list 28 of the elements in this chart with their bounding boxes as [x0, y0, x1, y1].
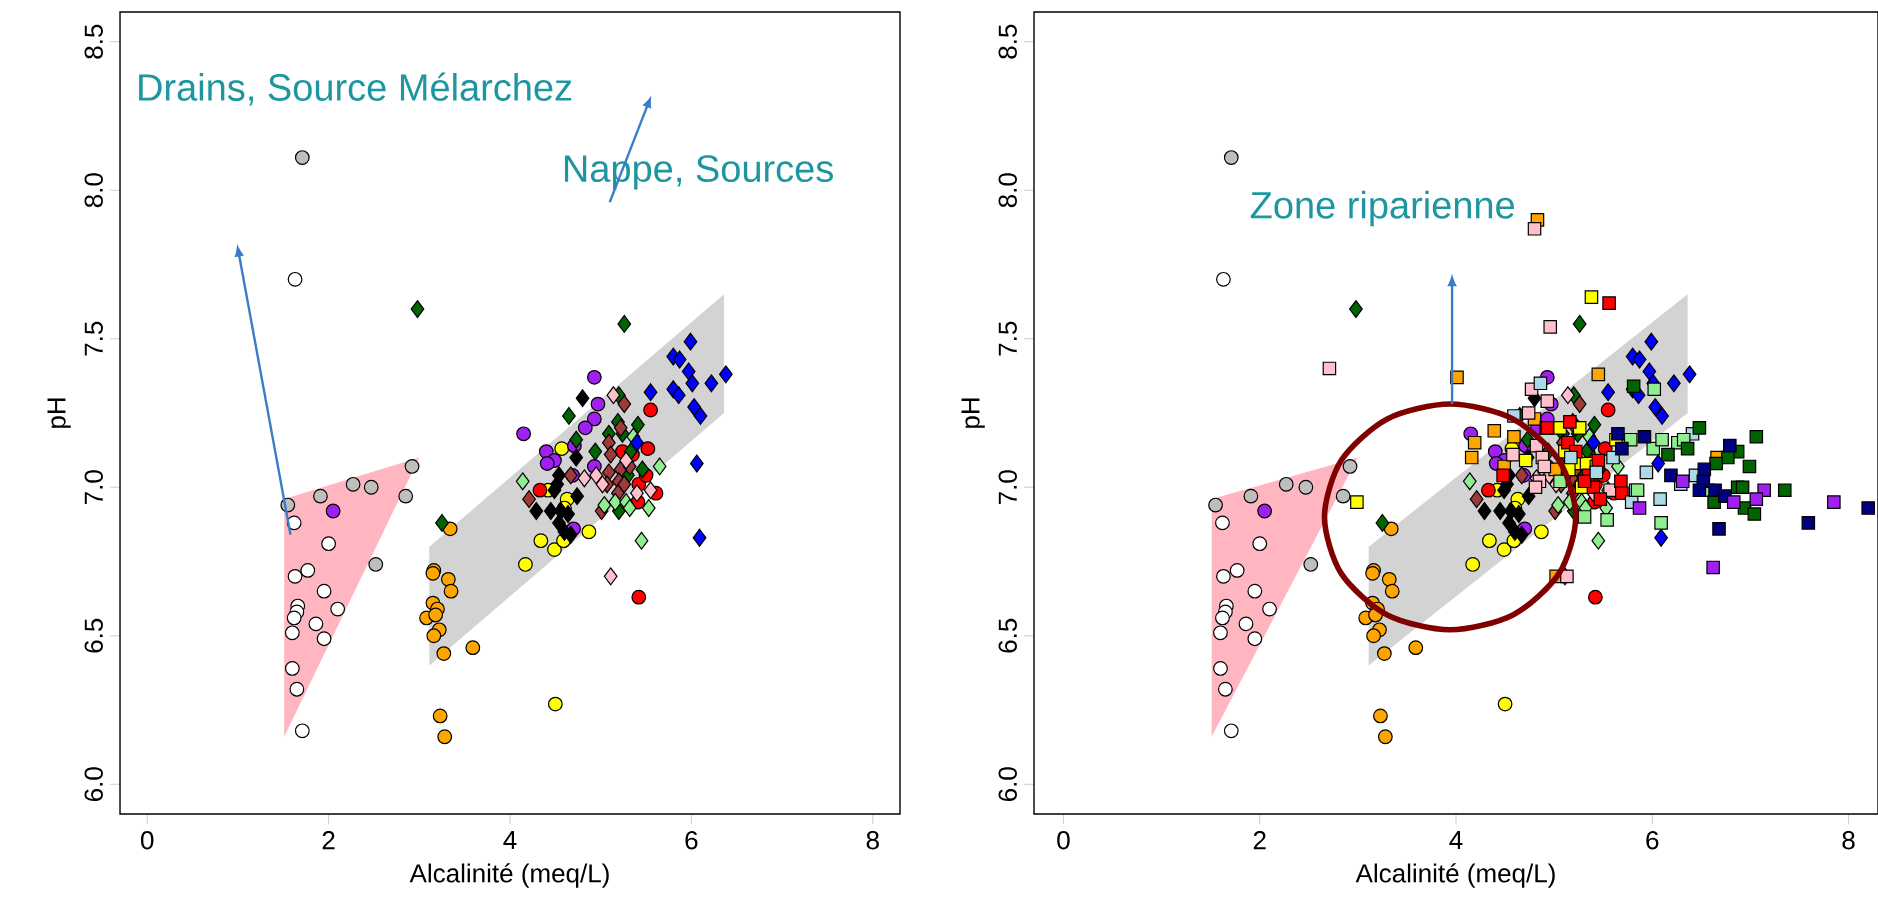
y-tick-label: 8.5: [84, 24, 103, 59]
y-tick-label: 6.5: [998, 618, 1017, 653]
y-axis-title: pH: [961, 398, 985, 428]
y-tick-label: 6.5: [84, 618, 103, 653]
y-tick-label: 6.0: [84, 767, 103, 802]
y-tick-label: 7.0: [84, 470, 103, 504]
y-tick-label: 8.5: [998, 24, 1017, 59]
x-tick-label: 2: [1253, 831, 1266, 850]
x-tick-label: 4: [503, 831, 517, 849]
annotation: Drains, Source Mélarchez: [139, 72, 572, 106]
annotation: Zone riparienne: [1250, 190, 1515, 227]
y-tick-label: 7.5: [84, 321, 103, 356]
x-tick-label: 8: [1842, 831, 1855, 850]
x-tick-label: 0: [1057, 831, 1070, 850]
y-tick-label: 8.0: [998, 173, 1017, 208]
x-axis-title: Alcalinité (meq/L): [409, 863, 609, 888]
x-tick-label: 8: [866, 831, 879, 850]
x-tick-label: 0: [141, 831, 154, 850]
x-axis-title: Alcalinité (meq/L): [1355, 863, 1555, 888]
y-tick-label: 7.5: [998, 321, 1017, 356]
y-tick-label: 8.0: [84, 173, 103, 208]
x-tick-label: 6: [1646, 831, 1659, 850]
y-tick-label: 6.0: [998, 767, 1017, 802]
y-tick-label: 7.0: [998, 470, 1017, 504]
x-tick-label: 4: [1449, 831, 1463, 849]
x-tick-label: 2: [322, 831, 335, 850]
y-axis-title: pH: [47, 398, 71, 428]
x-tick-label: 6: [685, 831, 698, 850]
